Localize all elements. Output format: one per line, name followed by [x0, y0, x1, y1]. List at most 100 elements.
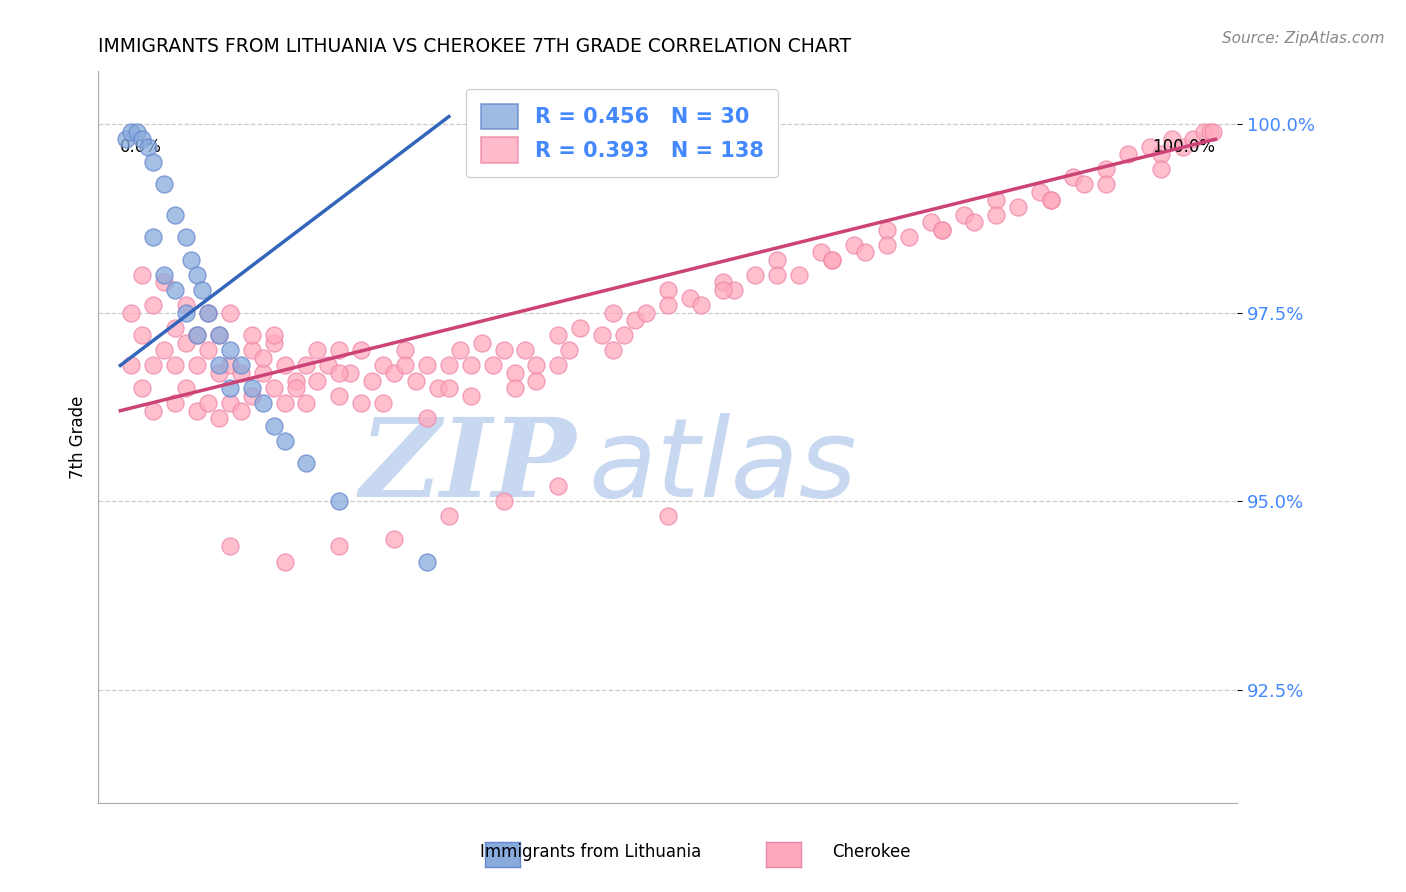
Point: [920, 215, 942, 229]
Point: [186, 328, 208, 343]
Point: [1062, 169, 1084, 184]
Point: [437, 381, 460, 395]
Point: [174, 298, 197, 312]
Point: [307, 343, 329, 358]
Point: [515, 343, 537, 358]
Point: [273, 434, 295, 448]
Point: [165, 320, 187, 334]
Point: [114, 132, 136, 146]
Point: [240, 389, 263, 403]
Point: [547, 479, 569, 493]
Point: [240, 343, 263, 358]
Point: [197, 306, 219, 320]
Point: [284, 374, 307, 388]
Point: [252, 396, 274, 410]
Point: [153, 343, 176, 358]
Point: [165, 208, 187, 222]
Point: [218, 306, 240, 320]
Point: [1149, 162, 1171, 177]
Point: [131, 381, 153, 395]
Point: [307, 374, 329, 388]
Point: [273, 554, 295, 568]
Point: [328, 343, 350, 358]
Point: [1149, 147, 1171, 161]
Point: [492, 343, 515, 358]
Point: [371, 396, 394, 410]
Point: [1029, 185, 1052, 199]
Point: [503, 366, 526, 380]
Point: [153, 178, 176, 192]
Text: ZIP: ZIP: [360, 413, 576, 520]
Point: [471, 335, 494, 350]
Point: [218, 540, 240, 554]
Point: [591, 328, 613, 343]
Point: [449, 343, 471, 358]
Point: [174, 381, 197, 395]
Point: [963, 215, 986, 229]
Point: [328, 494, 350, 508]
Point: [229, 366, 252, 380]
Point: [1116, 147, 1139, 161]
Point: [657, 509, 679, 524]
Point: [197, 343, 219, 358]
Point: [295, 457, 318, 471]
Point: [460, 359, 482, 373]
Point: [240, 328, 263, 343]
Point: [328, 540, 350, 554]
Point: [492, 494, 515, 508]
Point: [821, 252, 844, 267]
Point: [142, 230, 165, 244]
Point: [197, 396, 219, 410]
Point: [481, 359, 503, 373]
Text: 0.0%: 0.0%: [121, 138, 162, 156]
Point: [186, 359, 208, 373]
Point: [218, 381, 240, 395]
Point: [657, 298, 679, 312]
Point: [1182, 132, 1205, 146]
Point: [186, 403, 208, 417]
Point: [263, 418, 285, 433]
Text: 100.0%: 100.0%: [1153, 138, 1215, 156]
Point: [186, 328, 208, 343]
Point: [208, 359, 231, 373]
Point: [952, 208, 974, 222]
Point: [165, 359, 187, 373]
Point: [503, 381, 526, 395]
Point: [218, 396, 240, 410]
Point: [165, 283, 187, 297]
Point: [613, 328, 636, 343]
Point: [382, 532, 405, 546]
Point: [165, 396, 187, 410]
Legend: R = 0.456   N = 30, R = 0.393   N = 138: R = 0.456 N = 30, R = 0.393 N = 138: [467, 89, 779, 178]
Point: [208, 411, 231, 425]
Point: [876, 237, 898, 252]
Point: [120, 125, 142, 139]
Point: [986, 193, 1008, 207]
Point: [208, 366, 231, 380]
Point: [842, 237, 865, 252]
Point: [153, 276, 176, 290]
Point: [295, 359, 318, 373]
Point: [679, 291, 702, 305]
Point: [526, 359, 548, 373]
Text: atlas: atlas: [588, 413, 856, 520]
Point: [263, 328, 285, 343]
Point: [240, 381, 263, 395]
Point: [361, 374, 384, 388]
Point: [723, 283, 745, 297]
Point: [416, 411, 439, 425]
Point: [142, 298, 165, 312]
Text: Source: ZipAtlas.com: Source: ZipAtlas.com: [1222, 31, 1385, 46]
Point: [339, 366, 361, 380]
Point: [405, 374, 427, 388]
Point: [174, 335, 197, 350]
Point: [284, 381, 307, 395]
Point: [131, 268, 153, 282]
Point: [931, 223, 953, 237]
Point: [1007, 200, 1029, 214]
Point: [711, 283, 734, 297]
Point: [416, 359, 439, 373]
Point: [657, 283, 679, 297]
Point: [416, 554, 439, 568]
Text: Immigrants from Lithuania: Immigrants from Lithuania: [479, 843, 702, 861]
